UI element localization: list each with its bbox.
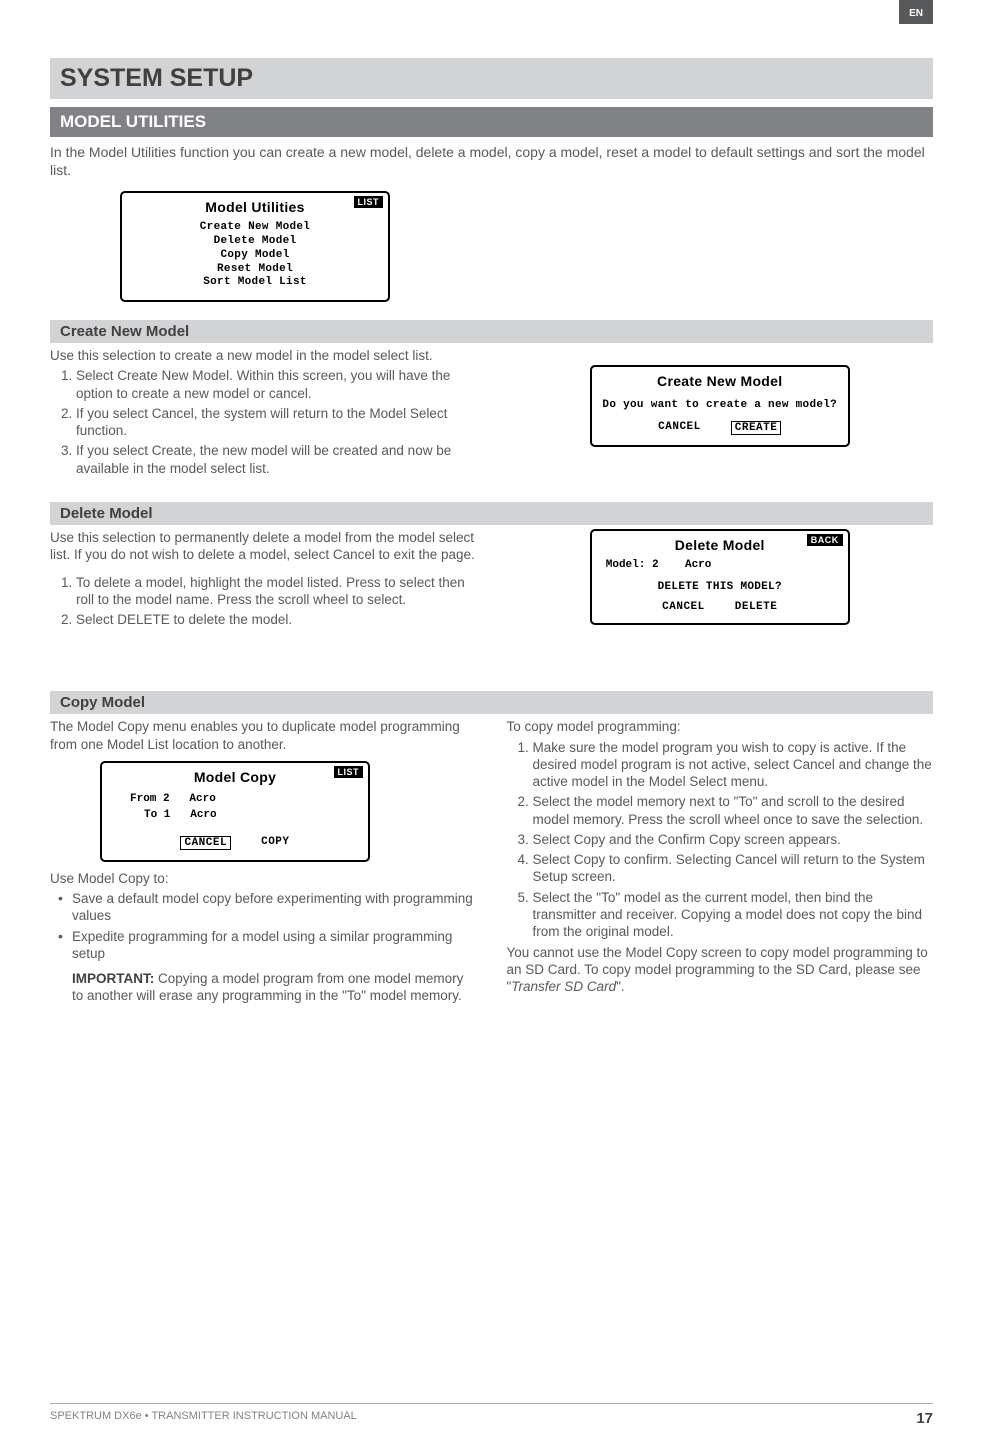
copy-lead: The Model Copy menu enables you to dupli… <box>50 718 477 753</box>
lcd-cancel-button[interactable]: CANCEL <box>662 601 705 613</box>
copy-right-step: Select Copy and the Confirm Copy screen … <box>533 831 934 848</box>
page-number: 17 <box>916 1410 933 1427</box>
copy-right-lead: To copy model programming: <box>507 718 934 735</box>
lcd-from-value: Acro <box>189 793 215 805</box>
copy-right-step: Select the "To" model as the current mod… <box>533 889 934 941</box>
lcd-to-label: To 1 <box>130 809 170 821</box>
copy-use-item: Save a default model copy before experim… <box>72 890 477 925</box>
section-copy-heading: Copy Model <box>50 691 933 714</box>
lcd-create-model: Create New Model Do you want to create a… <box>590 365 850 447</box>
delete-step: Select DELETE to delete the model. <box>76 611 477 628</box>
create-lead: Use this selection to create a new model… <box>50 347 477 364</box>
lcd-from-label: From 2 <box>130 793 170 805</box>
lcd-model-copy: LIST Model Copy From 2 Acro To 1 Acro CA… <box>100 761 370 862</box>
lcd-delete-model: BACK Delete Model Model: 2 Acro DELETE T… <box>590 529 850 625</box>
section-create-heading: Create New Model <box>50 320 933 343</box>
page-footer: SPEKTRUM DX6e • TRANSMITTER INSTRUCTION … <box>50 1403 933 1427</box>
lcd-tag-list: LIST <box>354 196 384 208</box>
lcd-tag-list: LIST <box>334 766 364 778</box>
copy-right-step: Select Copy to confirm. Selecting Cancel… <box>533 851 934 886</box>
lcd-line: Delete Model <box>130 235 380 249</box>
lcd-title: Model Utilities <box>130 199 380 215</box>
copy-tail: You cannot use the Model Copy screen to … <box>507 944 934 996</box>
page-title: SYSTEM SETUP <box>50 58 933 99</box>
lcd-model-label: Model: 2 <box>606 559 659 571</box>
copy-right-step: Select the model memory next to "To" and… <box>533 793 934 828</box>
footer-left: SPEKTRUM DX6e • TRANSMITTER INSTRUCTION … <box>50 1410 357 1427</box>
create-step: If you select Create, the new model will… <box>76 442 477 477</box>
lcd-line: Reset Model <box>130 263 380 277</box>
lcd-create-button[interactable]: CREATE <box>731 421 782 435</box>
lcd-delete-button[interactable]: DELETE <box>735 601 778 613</box>
important-label: IMPORTANT: <box>72 971 154 986</box>
lcd-copy-button[interactable]: COPY <box>261 836 289 850</box>
lcd-cancel-button[interactable]: CANCEL <box>658 421 701 435</box>
intro-text: In the Model Utilities function you can … <box>50 143 933 179</box>
lcd-title: Delete Model <box>600 537 840 553</box>
lcd-line: Create New Model <box>130 221 380 235</box>
lcd-prompt: Do you want to create a new model? <box>600 399 840 413</box>
page-subtitle: MODEL UTILITIES <box>50 107 933 137</box>
lcd-title: Model Copy <box>110 769 360 785</box>
copy-tail-italic: Transfer SD Card <box>511 979 616 994</box>
lcd-title: Create New Model <box>600 373 840 389</box>
delete-lead: Use this selection to permanently delete… <box>50 529 477 564</box>
copy-use-lead: Use Model Copy to: <box>50 870 477 887</box>
section-delete-heading: Delete Model <box>50 502 933 525</box>
lcd-prompt: DELETE THIS MODEL? <box>600 581 840 595</box>
create-step: Select Create New Model. Within this scr… <box>76 367 477 402</box>
delete-step: To delete a model, highlight the model l… <box>76 574 477 609</box>
lcd-model-utilities: LIST Model Utilities Create New Model De… <box>120 191 390 302</box>
lcd-to-value: Acro <box>190 809 216 821</box>
lcd-cancel-button[interactable]: CANCEL <box>180 836 231 850</box>
lcd-line: Copy Model <box>130 249 380 263</box>
create-step: If you select Cancel, the system will re… <box>76 405 477 440</box>
lcd-tag-back: BACK <box>807 534 843 546</box>
copy-use-item: Expedite programming for a model using a… <box>72 928 477 963</box>
language-tag: EN <box>899 0 933 24</box>
copy-right-step: Make sure the model program you wish to … <box>533 739 934 791</box>
copy-tail-2: ". <box>616 979 625 994</box>
lcd-line: Sort Model List <box>130 276 380 290</box>
copy-important: IMPORTANT: Copying a model program from … <box>50 970 477 1005</box>
lcd-model-name: Acro <box>685 559 711 571</box>
